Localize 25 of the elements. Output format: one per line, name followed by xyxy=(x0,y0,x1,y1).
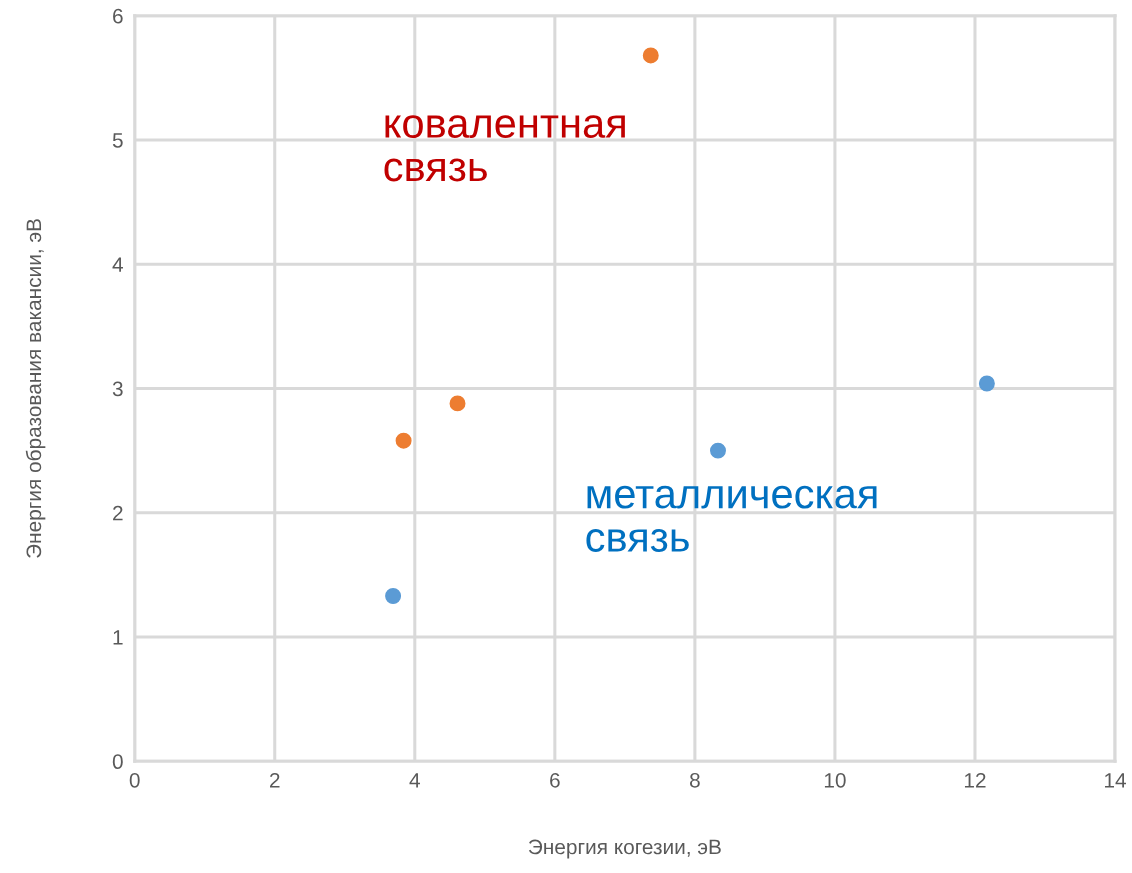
x-tick-label: 4 xyxy=(409,773,420,788)
y-tick-label: 0 xyxy=(112,754,123,770)
x-tick-label: 6 xyxy=(550,772,560,788)
y-tick-label: 4 xyxy=(112,257,123,272)
x-axis-title: Энергия когезии, эВ xyxy=(528,839,721,859)
y-tick-label: 3 xyxy=(112,381,123,397)
x-tick-label: 0 xyxy=(129,772,140,788)
y-tick-label: 2 xyxy=(113,505,123,521)
point xyxy=(395,432,412,449)
point xyxy=(978,375,995,392)
y-axis-title: Энергия образования вакансии, эВ xyxy=(25,219,46,558)
x-tick-label: 14 xyxy=(1105,773,1126,788)
point xyxy=(642,47,659,64)
annotation: ковалентная связь xyxy=(384,115,625,182)
x-tick-label: 8 xyxy=(690,772,700,788)
y-tick-label: 6 xyxy=(113,8,123,24)
x-tick-label: 2 xyxy=(270,772,280,788)
y-tick-label: 5 xyxy=(112,133,123,148)
y-tick-label: 1 xyxy=(113,630,123,645)
point xyxy=(710,442,726,459)
point xyxy=(449,395,466,412)
x-tick-label: 12 xyxy=(964,772,986,788)
annotation: металлическая связь xyxy=(586,485,877,552)
point xyxy=(385,588,402,604)
x-tick-label: 10 xyxy=(824,772,846,788)
